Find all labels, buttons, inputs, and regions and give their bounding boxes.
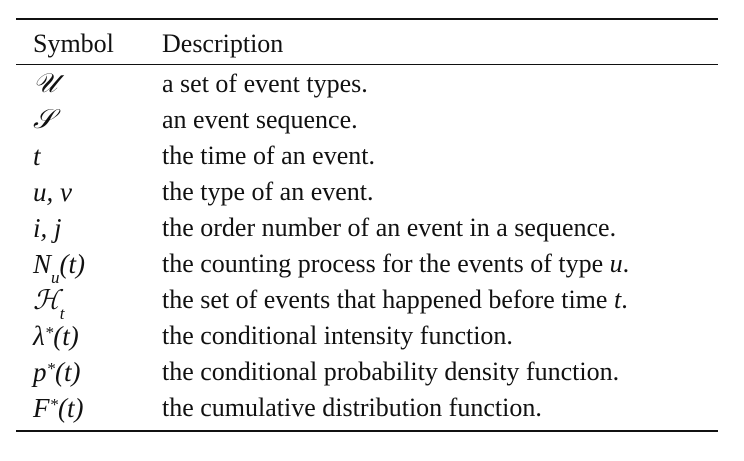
symbol-subscript: u — [51, 268, 60, 288]
symbol-subscript: t — [59, 304, 65, 324]
symbol-cell: 𝒮 — [33, 104, 54, 135]
table-row: λ*(t) the conditional intensity function… — [0, 319, 744, 353]
table-row: 𝒰 a set of event types. — [0, 67, 744, 101]
table-row: 𝒮 an event sequence. — [0, 103, 744, 137]
table-row: i, j the order number of an event in a s… — [0, 211, 744, 245]
description-cell: the type of an event. — [162, 177, 374, 206]
header-rule — [16, 64, 718, 65]
symbol-base: N — [33, 249, 52, 279]
description-cell: the cumulative distribution function. — [162, 393, 542, 422]
description-cell: the conditional probability density func… — [162, 357, 620, 386]
symbol-cell: ℋt — [33, 283, 64, 322]
description-column-header: Description — [162, 29, 284, 58]
symbol-cell: Nu(t) — [33, 247, 85, 286]
symbol-argument: (t) — [53, 321, 79, 351]
symbol-base: F — [33, 393, 50, 423]
description-punctuation: . — [621, 285, 628, 314]
description-punctuation: . — [622, 249, 630, 278]
symbol-cell: λ*(t) — [33, 319, 79, 353]
symbol-cell: u, v — [33, 177, 72, 207]
symbol-base: ℋ — [33, 285, 60, 316]
description-cell: the counting process for the events of t… — [162, 247, 629, 281]
table-row: ℋt the set of events that happened befor… — [0, 283, 744, 322]
symbol-superscript: * — [44, 323, 54, 342]
description-math: t — [613, 285, 622, 314]
symbol-superscript: * — [46, 359, 56, 378]
symbol-cell: 𝒰 — [33, 68, 58, 99]
table-row: Nu(t) the counting process for the event… — [0, 247, 744, 286]
symbol-cell: t — [33, 141, 41, 171]
description-cell: the time of an event. — [162, 141, 375, 170]
description-cell: the conditional intensity function. — [162, 321, 513, 350]
description-math: u — [609, 249, 623, 278]
symbol-column-header: Symbol — [33, 29, 114, 58]
symbol-base: λ — [33, 321, 45, 351]
description-cell: the set of events that happened before t… — [162, 283, 628, 317]
symbol-argument: (t) — [58, 393, 84, 423]
bottom-rule — [16, 430, 718, 432]
table-row: p*(t) the conditional probability densit… — [0, 355, 744, 389]
symbol-base: p — [33, 357, 47, 387]
symbol-cell: p*(t) — [33, 355, 80, 389]
symbol-argument: (t) — [55, 357, 81, 387]
symbol-cell: F*(t) — [33, 391, 83, 425]
description-cell: the order number of an event in a sequen… — [162, 213, 617, 242]
top-rule — [16, 18, 718, 20]
symbol-cell: i, j — [33, 213, 62, 243]
description-text: the counting process for the events of t… — [162, 249, 604, 278]
table-row: u, v the type of an event. — [0, 175, 744, 209]
symbol-argument: (t) — [59, 249, 85, 279]
table-header: Symbol Description — [0, 27, 744, 61]
table-row: F*(t) the cumulative distribution functi… — [0, 391, 744, 425]
description-text: the set of events that happened before t… — [162, 285, 608, 314]
description-cell: a set of event types. — [162, 69, 368, 98]
table-row: t the time of an event. — [0, 139, 744, 173]
description-cell: an event sequence. — [162, 105, 358, 134]
symbol-superscript: * — [49, 395, 59, 414]
